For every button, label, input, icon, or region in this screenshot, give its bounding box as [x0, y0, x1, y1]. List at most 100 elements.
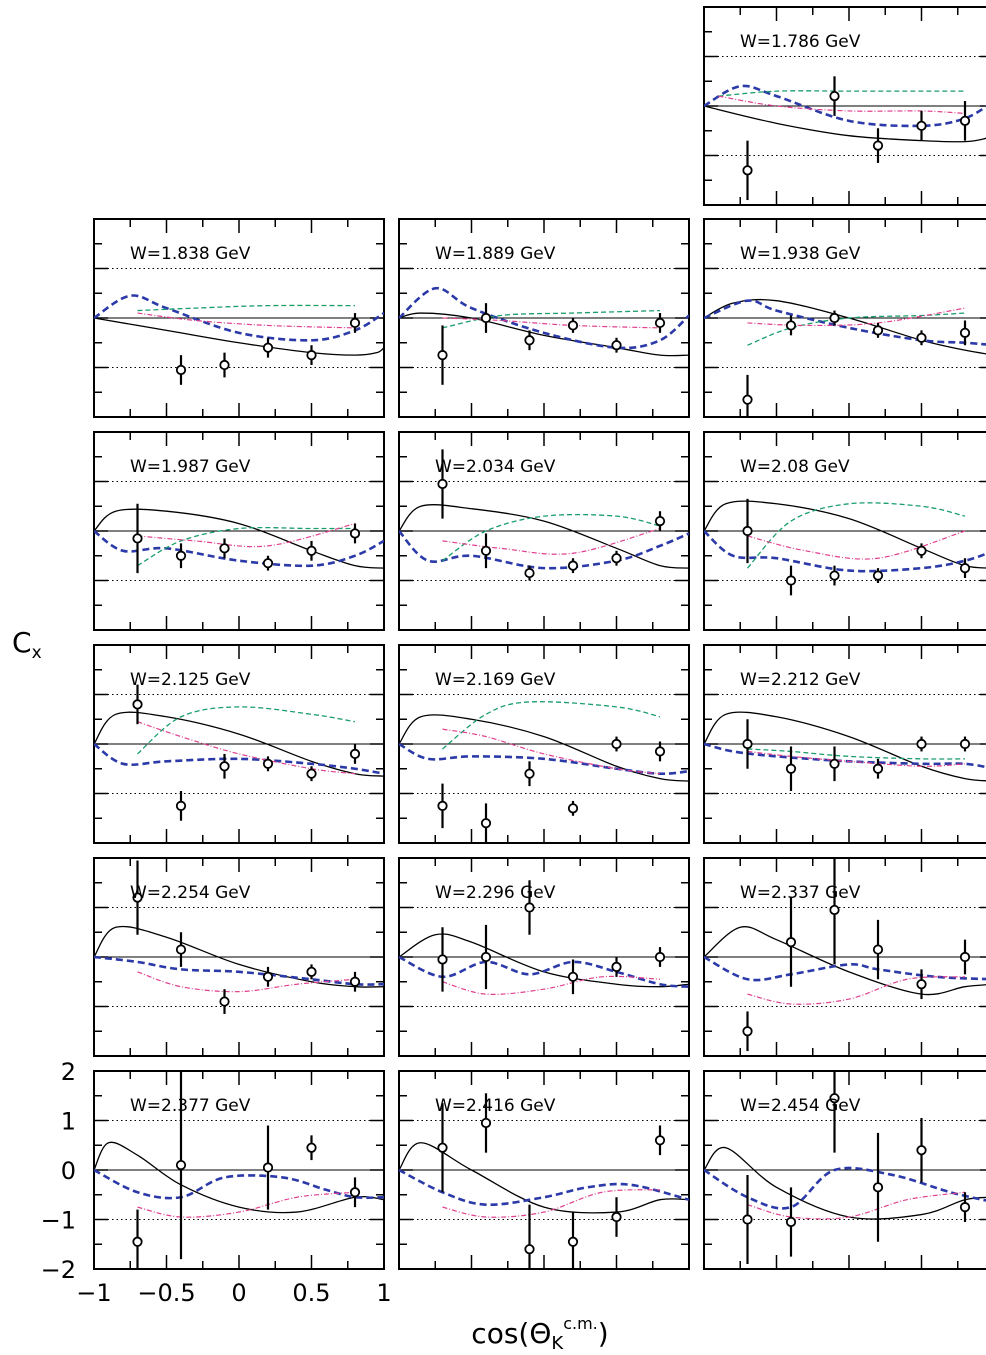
data-point [349, 748, 361, 760]
data-point [916, 332, 927, 343]
y-axis-title: Cx [12, 626, 42, 663]
panel-0: W=1.786 GeV [703, 6, 986, 206]
model-curve-thick-dashed [704, 530, 986, 573]
data-point [872, 1182, 884, 1193]
panel-w-label: W=1.838 GeV [130, 244, 251, 264]
x-axis-title: cos(ΘKc.m.) [471, 1314, 608, 1354]
data-point [829, 904, 840, 916]
data-point [916, 1145, 927, 1156]
data-point [872, 570, 884, 581]
data-point [262, 558, 274, 569]
data-point [524, 335, 535, 346]
model-curves [704, 500, 986, 573]
y-tick-label: 1 [61, 1108, 76, 1136]
data-point [349, 1187, 361, 1198]
panel-13: W=2.377 GeV [93, 1070, 385, 1270]
data-point [437, 350, 448, 361]
data-point [959, 115, 971, 126]
data-point [742, 738, 753, 750]
panel-9: W=2.212 GeV [703, 644, 986, 844]
panel-w-label: W=2.169 GeV [435, 670, 556, 690]
data-point [742, 525, 753, 537]
model-curve-pink-dashdot [747, 750, 966, 767]
model-curves [94, 1141, 384, 1218]
data-point [219, 996, 230, 1007]
data-point [959, 738, 971, 750]
model-curves [94, 294, 384, 356]
data-point [959, 1202, 971, 1213]
model-curve-pink-dashdot [442, 1189, 661, 1218]
data-point [611, 1211, 622, 1223]
model-curves [704, 84, 986, 143]
data-point [175, 944, 187, 955]
model-curves [399, 286, 689, 357]
data-point [916, 738, 927, 750]
model-curve-pink-dashdot [137, 721, 356, 775]
data-point [306, 1142, 317, 1153]
panel-w-label: W=2.296 GeV [435, 883, 556, 903]
panel-w-label: W=2.337 GeV [740, 883, 861, 903]
panel-w-label: W=2.254 GeV [130, 883, 251, 903]
data-point [742, 1026, 753, 1037]
model-curves [704, 1147, 986, 1220]
panel-14: W=2.416 GeV [398, 1070, 690, 1270]
data-point [306, 545, 317, 556]
panel-15: W=2.454 GeV [703, 1070, 986, 1270]
data-point [872, 763, 884, 774]
panel-11: W=2.296 GeV [398, 857, 690, 1057]
panel-8: W=2.169 GeV [398, 644, 690, 844]
data-point [959, 327, 971, 338]
panel-1: W=1.838 GeV [93, 218, 385, 418]
data-point [567, 1236, 579, 1247]
data-point [829, 312, 840, 324]
model-curves [704, 711, 986, 782]
y-tick-label: 2 [61, 1058, 76, 1086]
data-point [306, 966, 317, 977]
data-point [785, 320, 797, 331]
data-point [132, 1236, 143, 1247]
model-curve-thick-dashed [94, 955, 384, 986]
data-point [785, 937, 797, 948]
model-curve-thick-dashed [399, 1168, 689, 1206]
panel-6: W=2.08 GeV [703, 431, 986, 631]
model-curve-pink-dashdot [442, 317, 661, 329]
model-curve-thick-dashed [399, 286, 689, 350]
data-point [742, 394, 753, 405]
model-curves [399, 701, 689, 782]
model-curves [399, 933, 689, 995]
y-tick-label: −1 [41, 1207, 76, 1235]
data-point [567, 971, 579, 982]
data-point [524, 1244, 535, 1255]
panel-w-label: W=2.454 GeV [740, 1096, 861, 1116]
data-point [262, 342, 274, 353]
data-point [175, 550, 187, 561]
data-point [829, 570, 840, 581]
model-curve-pink-dashdot [137, 312, 356, 329]
y-tick-label: 0 [61, 1157, 76, 1185]
data-point [524, 768, 535, 779]
model-curve-thick-dashed [704, 299, 986, 346]
data-point [349, 317, 361, 329]
data-point [916, 545, 927, 556]
data-point [567, 803, 579, 814]
data-point [567, 560, 579, 571]
y-tick-label: −2 [41, 1256, 76, 1284]
panel-w-label: W=2.125 GeV [130, 670, 251, 690]
data-point [829, 758, 840, 769]
model-curve-green-dashed [137, 304, 356, 312]
data-point [175, 1159, 187, 1171]
data-point [306, 768, 317, 779]
model-curve-thick-dashed [94, 742, 384, 775]
data-point [132, 892, 143, 903]
model-curve-pink-dashdot [137, 1191, 356, 1218]
model-curve-green-dashed [137, 706, 356, 755]
model-curve-pink-dashdot [718, 95, 966, 115]
model-curves [94, 508, 384, 569]
model-curve-pink-dashdot [137, 971, 356, 993]
data-point [437, 478, 448, 490]
data-point [872, 944, 884, 955]
panel-w-label: W=2.212 GeV [740, 670, 861, 690]
data-point [524, 902, 535, 913]
data-point [611, 961, 622, 973]
